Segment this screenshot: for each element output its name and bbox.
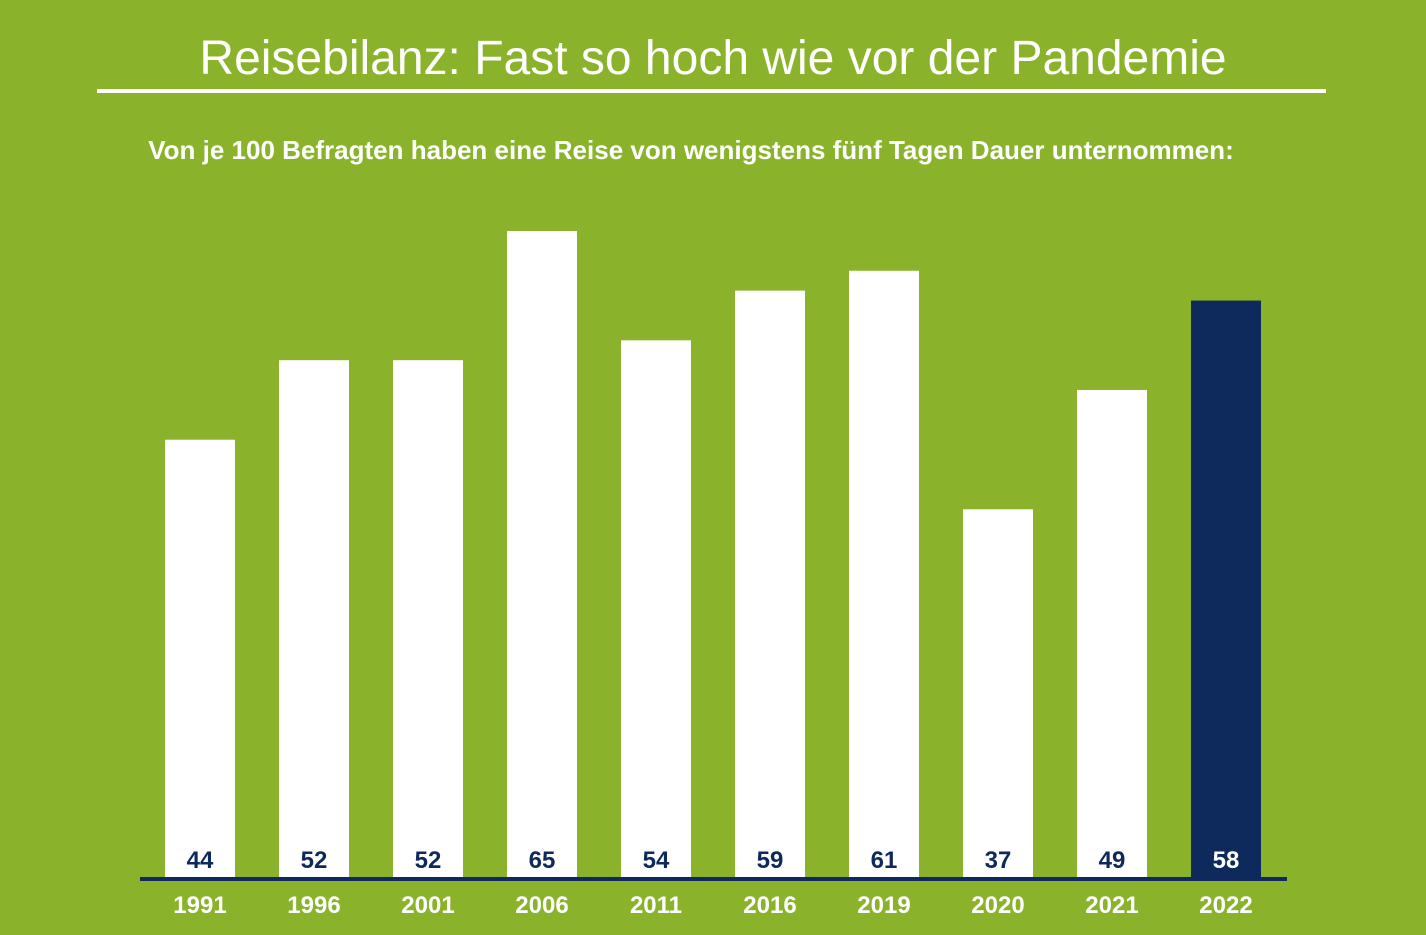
- x-tick-label-1991: 1991: [173, 892, 226, 919]
- bar-value-label-2016: 59: [757, 847, 784, 874]
- x-tick-label-2006: 2006: [515, 892, 568, 919]
- bar-value-label-2022: 58: [1213, 847, 1240, 874]
- bar-value-label-1996: 52: [301, 847, 328, 874]
- x-tick-label-2020: 2020: [971, 892, 1024, 919]
- bar-value-label-1991: 44: [187, 847, 214, 874]
- value-labels-group: 44 52 52 65 54 59 61 37 49 58: [187, 847, 1240, 874]
- bar-2021: [1077, 390, 1147, 877]
- bar-2001: [393, 360, 463, 877]
- x-tick-label-2016: 2016: [743, 892, 796, 919]
- bar-value-label-2006: 65: [529, 847, 556, 874]
- bar-value-label-2011: 54: [643, 847, 670, 874]
- x-tick-label-2011: 2011: [630, 892, 682, 919]
- x-tick-label-2022: 2022: [1199, 892, 1252, 919]
- chart-title: Reisebilanz: Fast so hoch wie vor der Pa…: [199, 32, 1226, 85]
- bars-group: [165, 231, 1261, 878]
- x-tick-label-2019: 2019: [857, 892, 910, 919]
- chart-subtitle: Von je 100 Befragten haben eine Reise vo…: [148, 135, 1233, 165]
- bar-value-label-2020: 37: [985, 847, 1012, 874]
- x-tick-label-2001: 2001: [401, 892, 454, 919]
- bar-1996: [279, 360, 349, 877]
- bar-value-label-2021: 49: [1099, 847, 1126, 874]
- bar-value-label-2019: 61: [871, 847, 898, 874]
- bar-2022: [1191, 300, 1261, 878]
- x-tick-labels-group: 1991 1996 2001 2006 2011 2016 2019 2020 2021 2022: [173, 892, 1252, 919]
- bar-1991: [165, 439, 235, 877]
- x-tick-label-2021: 2021: [1085, 892, 1138, 919]
- bar-2011: [621, 340, 691, 877]
- x-tick-label-1996: 1996: [287, 892, 340, 919]
- bar-2016: [735, 290, 805, 878]
- bar-2006: [507, 231, 577, 877]
- bar-2019: [849, 270, 919, 877]
- bar-2020: [963, 509, 1033, 877]
- bar-value-label-2001: 52: [415, 847, 442, 874]
